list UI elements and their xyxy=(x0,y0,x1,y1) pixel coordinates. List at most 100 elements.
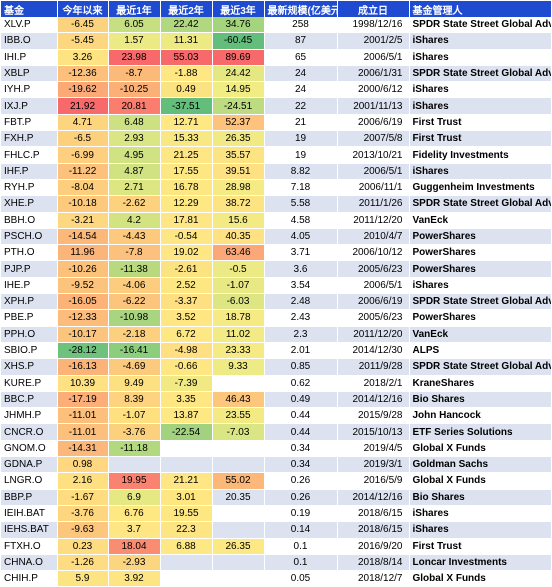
header-1y: 最近1年 xyxy=(108,1,161,17)
fund-code-cell: XLV.P xyxy=(1,17,58,34)
return-1y-cell: 3.7 xyxy=(108,521,161,539)
fund-code-cell: IHE.P xyxy=(1,277,58,295)
manager-cell: VanEck xyxy=(409,326,552,343)
inception-date-cell: 2016/5/9 xyxy=(337,472,410,490)
return-1y-cell: -10.98 xyxy=(108,309,161,327)
return-2y-cell: -22.54 xyxy=(160,423,213,441)
manager-cell: PowerShares xyxy=(409,228,552,246)
aum-cell: 0.1 xyxy=(264,554,338,572)
return-3y-cell: -24.51 xyxy=(212,97,265,115)
manager-cell: iShares xyxy=(409,97,552,115)
ytd-return-cell: -5.45 xyxy=(57,32,109,50)
fund-code-cell: CHIH.P xyxy=(1,570,58,587)
manager-cell: PowerShares xyxy=(409,260,552,278)
ytd-return-cell: -28.12 xyxy=(57,342,109,360)
aum-cell: 22 xyxy=(264,97,338,115)
header-manager: 基金管理人 xyxy=(409,1,552,17)
fund-code-cell: IHF.P xyxy=(1,163,58,180)
return-3y-cell: 15.6 xyxy=(212,212,265,229)
aum-cell: 24 xyxy=(264,65,338,83)
ytd-return-cell: 0.98 xyxy=(57,456,109,474)
fund-code-cell: IBB.O xyxy=(1,32,58,50)
inception-date-cell: 2001/2/5 xyxy=(337,32,410,50)
return-2y-cell: 21.21 xyxy=(160,472,213,490)
manager-cell: John Hancock xyxy=(409,407,552,425)
inception-date-cell: 2011/12/20 xyxy=(337,326,410,343)
aum-cell: 65 xyxy=(264,49,338,66)
aum-cell: 0.34 xyxy=(264,456,338,474)
inception-date-cell: 2011/12/20 xyxy=(337,212,410,229)
aum-cell: 4.58 xyxy=(264,212,338,229)
header-aum: 最新规模(亿美元) xyxy=(264,1,338,17)
table-row: SBIO.P -28.12 -16.41 -4.98 23.33 2.01 2014/12/… xyxy=(1,342,552,360)
return-2y-cell: 16.78 xyxy=(160,179,213,197)
inception-date-cell: 2001/11/13 xyxy=(337,97,410,115)
table-row: PPH.O -10.17 -2.18 6.72 11.02 2.3 2011/12/20 Va… xyxy=(1,326,552,343)
aum-cell: 3.54 xyxy=(264,277,338,295)
ytd-return-cell: -14.31 xyxy=(57,440,109,458)
return-2y-cell: -7.39 xyxy=(160,375,213,392)
header-fund: 基金 xyxy=(1,1,58,17)
return-2y-cell: 6.88 xyxy=(160,538,213,555)
header-3y: 最近3年 xyxy=(212,1,265,17)
fund-code-cell: FXH.P xyxy=(1,130,58,148)
return-2y-cell: 12.71 xyxy=(160,114,213,132)
manager-cell: SPDR State Street Global Advisors xyxy=(409,293,552,311)
table-row: PTH.O 11.96 -7.8 19.02 63.46 3.71 2006/10/12 Po… xyxy=(1,244,552,262)
manager-cell: Loncar Investments xyxy=(409,554,552,572)
return-3y-cell: -6.03 xyxy=(212,293,265,311)
return-2y-cell: 3.52 xyxy=(160,309,213,327)
return-3y-cell: 38.72 xyxy=(212,195,265,213)
return-3y-cell: 63.46 xyxy=(212,244,265,262)
return-1y-cell: -16.41 xyxy=(108,342,161,360)
table-row: FHLC.P -6.99 4.95 21.25 35.57 19 2013/10/21 Fid… xyxy=(1,146,552,164)
return-2y-cell: -1.88 xyxy=(160,65,213,83)
table-row: GDNA.P 0.98 0.34 2019/3/1 Goldman Sachs xyxy=(1,456,552,474)
return-3y-cell: 55.02 xyxy=(212,472,265,490)
inception-date-cell: 2006/5/1 xyxy=(337,277,410,295)
return-3y-cell: 46.43 xyxy=(212,391,265,409)
aum-cell: 19 xyxy=(264,146,338,164)
return-3y-cell: -60.45 xyxy=(212,32,265,50)
aum-cell: 0.44 xyxy=(264,423,338,441)
aum-cell: 19 xyxy=(264,130,338,148)
aum-cell: 0.34 xyxy=(264,440,338,458)
inception-date-cell: 1998/12/16 xyxy=(337,17,410,34)
fund-code-cell: IXJ.P xyxy=(1,97,58,115)
table-row: BBC.P -17.19 8.39 3.35 46.43 0.49 2014/12/16 Bi… xyxy=(1,391,552,409)
return-3y-cell: 35.57 xyxy=(212,146,265,164)
return-1y-cell: 4.87 xyxy=(108,163,161,180)
inception-date-cell: 2005/6/23 xyxy=(337,260,410,278)
return-2y-cell: 15.33 xyxy=(160,130,213,148)
return-3y-cell: 40.35 xyxy=(212,228,265,246)
return-1y-cell xyxy=(108,456,161,474)
inception-date-cell: 2014/12/30 xyxy=(337,342,410,360)
table-row: KURE.P 10.39 9.49 -7.39 0.62 2018/2/1 KraneSha… xyxy=(1,375,552,392)
return-2y-cell: 22.3 xyxy=(160,521,213,539)
header-2y: 最近2年 xyxy=(160,1,213,17)
return-2y-cell xyxy=(160,456,213,474)
table-row: PSCH.O -14.54 -4.43 -0.54 40.35 4.05 2010/4/7 P… xyxy=(1,228,552,246)
table-row: IHI.P 3.26 23.98 55.03 89.69 65 2006/5/1 iShare… xyxy=(1,49,552,66)
table-row: FXH.P -6.5 2.93 15.33 26.35 19 2007/5/8 First T… xyxy=(1,130,552,148)
return-3y-cell xyxy=(212,375,265,392)
return-2y-cell: 3.35 xyxy=(160,391,213,409)
fund-code-cell: RYH.P xyxy=(1,179,58,197)
return-2y-cell: 21.25 xyxy=(160,146,213,164)
inception-date-cell: 2006/6/19 xyxy=(337,114,410,132)
fund-code-cell: FTXH.O xyxy=(1,538,58,555)
ytd-return-cell: 10.39 xyxy=(57,375,109,392)
return-1y-cell: 8.39 xyxy=(108,391,161,409)
manager-cell: iShares xyxy=(409,521,552,539)
fund-code-cell: SBIO.P xyxy=(1,342,58,360)
return-3y-cell: 89.69 xyxy=(212,49,265,66)
table-row: CHIH.P 5.9 3.92 0.05 2018/12/7 Global X Funds xyxy=(1,570,552,587)
return-3y-cell: 26.35 xyxy=(212,538,265,555)
return-2y-cell: 2.52 xyxy=(160,277,213,295)
return-1y-cell: 4.2 xyxy=(108,212,161,229)
table-row: XLV.P -6.45 6.05 22.42 34.76 258 1998/12/16 SPD… xyxy=(1,17,552,34)
aum-cell: 2.01 xyxy=(264,342,338,360)
return-1y-cell: 4.95 xyxy=(108,146,161,164)
return-1y-cell: 20.81 xyxy=(108,97,161,115)
